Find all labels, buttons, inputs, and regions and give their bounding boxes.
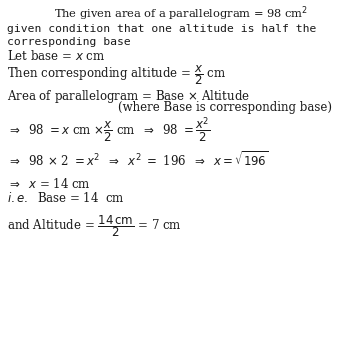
Text: corresponding base: corresponding base xyxy=(7,37,130,48)
Text: $\Rightarrow\;$ $x$ = 14 cm: $\Rightarrow\;$ $x$ = 14 cm xyxy=(7,177,90,191)
Text: Let base = $x$ cm: Let base = $x$ cm xyxy=(7,49,105,63)
Text: $i.e.$  Base = 14  cm: $i.e.$ Base = 14 cm xyxy=(7,191,124,205)
Text: $\Rightarrow\;$ 98 $\times$ 2 $= x^2$ $\;\Rightarrow\;$ $x^2$ $=$ 196 $\;\Righta: $\Rightarrow\;$ 98 $\times$ 2 $= x^2$ $\… xyxy=(7,150,269,169)
Text: Area of parallelogram = Base $\times$ Altitude: Area of parallelogram = Base $\times$ Al… xyxy=(7,88,249,104)
Text: The given area of a parallelogram = 98 cm$^2$: The given area of a parallelogram = 98 c… xyxy=(54,5,309,24)
Text: (where Base is corresponding base): (where Base is corresponding base) xyxy=(118,101,332,114)
Text: and Altitude = $\dfrac{14\,\mathrm{cm}}{2}$ = 7 cm: and Altitude = $\dfrac{14\,\mathrm{cm}}{… xyxy=(7,213,182,239)
Text: Then corresponding altitude = $\dfrac{x}{2}$ cm: Then corresponding altitude = $\dfrac{x}… xyxy=(7,63,226,87)
Text: $\Rightarrow\;$ 98 $= x$ cm $\times\dfrac{x}{2}$ cm $\;\Rightarrow\;$ 98 $= \dfr: $\Rightarrow\;$ 98 $= x$ cm $\times\dfra… xyxy=(7,116,210,145)
Text: given condition that one altitude is half the: given condition that one altitude is hal… xyxy=(7,24,316,34)
